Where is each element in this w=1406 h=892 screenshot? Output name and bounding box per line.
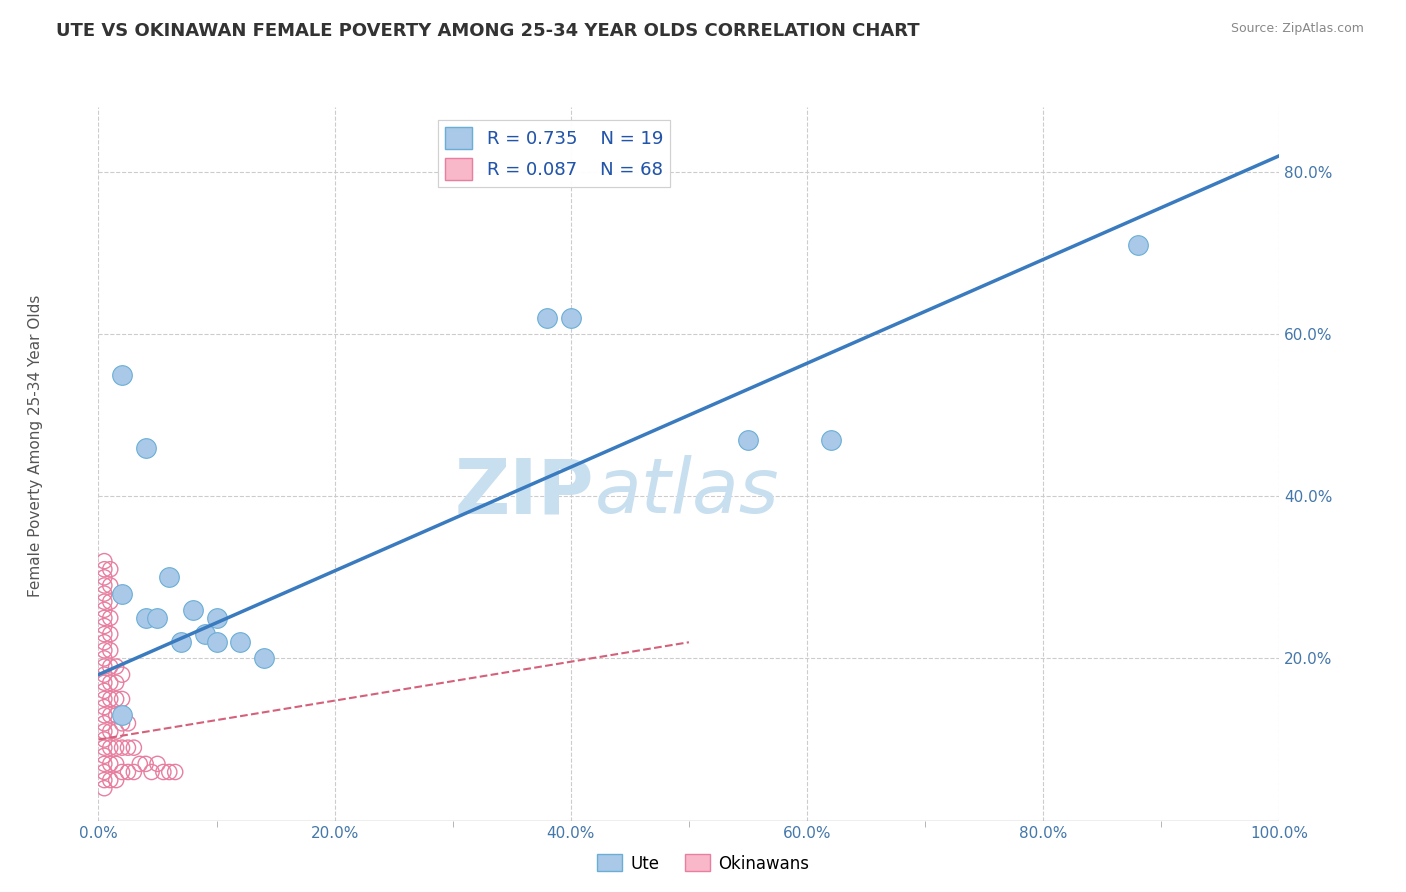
Point (98, 643, 121, 657)
Point (737, 433, 759, 447)
Point (93, 773, 115, 788)
Point (820, 433, 842, 447)
Point (98, 675, 121, 690)
Point (111, 667, 134, 681)
Point (117, 740, 139, 755)
Point (135, 441, 157, 455)
Point (93, 708, 115, 723)
Point (93, 748, 115, 763)
Point (122, 740, 145, 755)
Point (146, 611, 169, 625)
Legend: R = 0.735    N = 19, R = 0.087    N = 68: R = 0.735 N = 19, R = 0.087 N = 68 (439, 120, 671, 187)
Point (93, 740, 115, 755)
Point (105, 692, 128, 706)
Point (205, 635, 228, 649)
Point (93, 764, 115, 779)
Point (93, 700, 115, 714)
Point (105, 756, 128, 771)
Point (105, 724, 128, 739)
Point (93, 724, 115, 739)
Point (98, 692, 121, 706)
Point (536, 310, 558, 325)
Point (93, 659, 115, 673)
Point (98, 756, 121, 771)
Point (135, 756, 157, 771)
Point (111, 368, 134, 382)
Point (117, 716, 139, 731)
Point (111, 692, 134, 706)
Point (560, 310, 582, 325)
Text: atlas: atlas (595, 456, 779, 529)
Point (105, 708, 128, 723)
Point (111, 740, 134, 755)
Point (1126, 238, 1149, 252)
Point (111, 586, 134, 600)
Point (93, 667, 115, 681)
Point (93, 635, 115, 649)
Point (105, 659, 128, 673)
Point (253, 651, 276, 665)
Point (93, 781, 115, 796)
Point (93, 562, 115, 576)
Point (98, 562, 121, 576)
Point (165, 764, 187, 779)
Point (157, 764, 180, 779)
Point (152, 764, 174, 779)
Point (93, 732, 115, 747)
Text: ZIP: ZIP (456, 456, 595, 529)
Legend: Ute, Okinawans: Ute, Okinawans (591, 847, 815, 880)
Point (194, 627, 217, 641)
Point (93, 716, 115, 731)
Point (93, 643, 115, 657)
Text: Source: ZipAtlas.com: Source: ZipAtlas.com (1230, 22, 1364, 36)
Point (93, 756, 115, 771)
Point (117, 764, 139, 779)
Point (205, 611, 228, 625)
Point (146, 756, 169, 771)
Point (93, 595, 115, 609)
Point (98, 740, 121, 755)
Point (93, 684, 115, 698)
Point (98, 578, 121, 592)
Point (181, 603, 204, 617)
Text: UTE VS OKINAWAN FEMALE POVERTY AMONG 25-34 YEAR OLDS CORRELATION CHART: UTE VS OKINAWAN FEMALE POVERTY AMONG 25-… (56, 22, 920, 40)
Point (170, 635, 193, 649)
Point (93, 651, 115, 665)
Point (128, 756, 150, 771)
Point (98, 773, 121, 788)
Point (93, 611, 115, 625)
Point (98, 595, 121, 609)
Point (98, 627, 121, 641)
Point (229, 635, 252, 649)
Point (93, 554, 115, 568)
Point (111, 716, 134, 731)
Point (122, 764, 145, 779)
Point (93, 619, 115, 633)
Text: Female Poverty Among 25-34 Year Olds: Female Poverty Among 25-34 Year Olds (28, 295, 42, 597)
Point (157, 570, 180, 584)
Point (111, 708, 134, 723)
Point (98, 611, 121, 625)
Point (98, 708, 121, 723)
Point (141, 764, 163, 779)
Point (98, 659, 121, 673)
Point (135, 611, 157, 625)
Point (105, 675, 128, 690)
Point (93, 578, 115, 592)
Point (93, 570, 115, 584)
Point (105, 773, 128, 788)
Point (105, 740, 128, 755)
Point (93, 603, 115, 617)
Point (111, 764, 134, 779)
Point (98, 724, 121, 739)
Point (93, 692, 115, 706)
Point (93, 586, 115, 600)
Point (93, 627, 115, 641)
Point (93, 675, 115, 690)
